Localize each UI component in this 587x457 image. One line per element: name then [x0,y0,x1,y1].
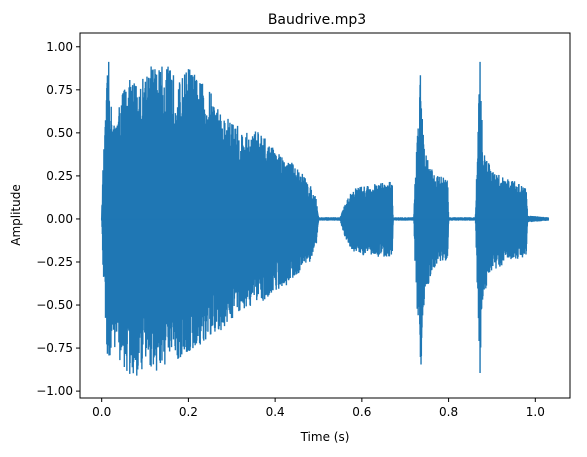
x-tick-label: 0.8 [439,405,458,419]
y-tick-label: 0.25 [46,169,73,183]
x-tick-label: 1.0 [526,405,545,419]
chart-title: Baudrive.mp3 [268,12,366,28]
plot-area [100,61,550,376]
y-tick-label: 1.00 [46,40,73,54]
y-tick-label: 0.75 [46,83,73,97]
y-tick-label: 0.00 [46,212,73,226]
x-axis-label: Time (s) [300,430,350,444]
x-tick-label: 0.0 [92,405,111,419]
y-tick-label: −0.25 [36,255,73,269]
y-tick-label: 0.50 [46,126,73,140]
axes-frame [79,32,571,399]
x-tick-label: 0.4 [266,405,285,419]
y-tick-label: −0.75 [36,341,73,355]
y-tick-label: −1.00 [36,384,73,398]
x-tick-label: 0.2 [179,405,198,419]
x-tick-label: 0.6 [352,405,371,419]
y-axis-label: Amplitude [9,184,23,246]
y-tick-label: −0.50 [36,298,73,312]
x-axis: 0.0 0.2 0.4 0.6 0.8 1.0 [92,398,545,419]
y-axis: −1.00 −0.75 −0.50 −0.25 0.00 0.25 0.50 0.75 1.00 [36,40,80,398]
